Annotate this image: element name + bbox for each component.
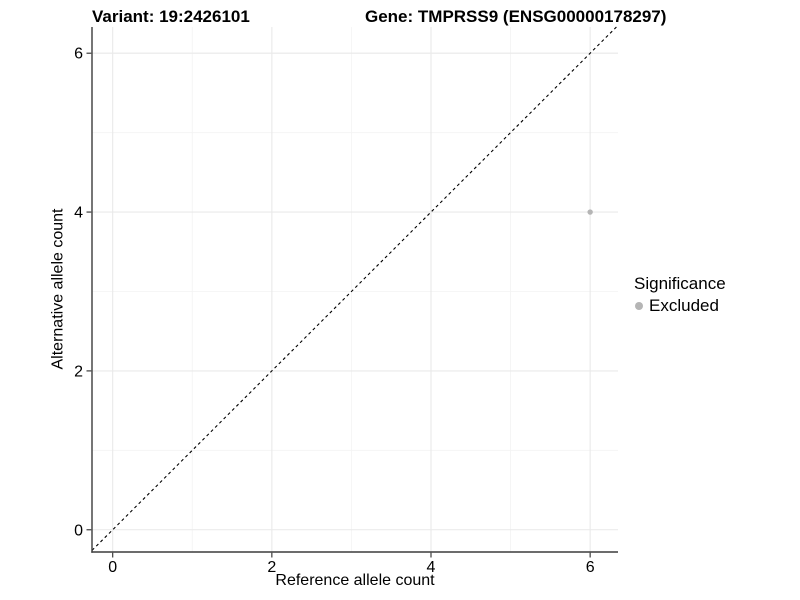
- gene-title: Gene: TMPRSS9 (ENSG00000178297): [365, 7, 667, 26]
- x-tick-label: 0: [108, 559, 117, 576]
- legend-item-excluded: Excluded: [632, 295, 726, 317]
- excluded-point-icon: [635, 302, 643, 310]
- y-axis-title: Alternative allele count: [49, 208, 67, 370]
- y-tick-label: 0: [74, 522, 83, 539]
- x-tick-label: 2: [267, 559, 276, 576]
- legend-title: Significance: [634, 274, 726, 293]
- legend-item-label: Excluded: [649, 296, 719, 315]
- y-tick-label: 2: [74, 363, 83, 380]
- y-tick-label: 6: [74, 46, 83, 63]
- legend: Significance Excluded: [632, 273, 726, 317]
- variant-title: Variant: 19:2426101: [92, 7, 250, 26]
- identity-dashed-line: [91, 26, 617, 551]
- x-axis-title: Reference allele count: [275, 572, 435, 589]
- y-tick-label: 4: [74, 205, 83, 222]
- data-point: [587, 209, 593, 215]
- x-tick-label: 6: [586, 559, 595, 576]
- x-tick-label: 4: [427, 559, 436, 576]
